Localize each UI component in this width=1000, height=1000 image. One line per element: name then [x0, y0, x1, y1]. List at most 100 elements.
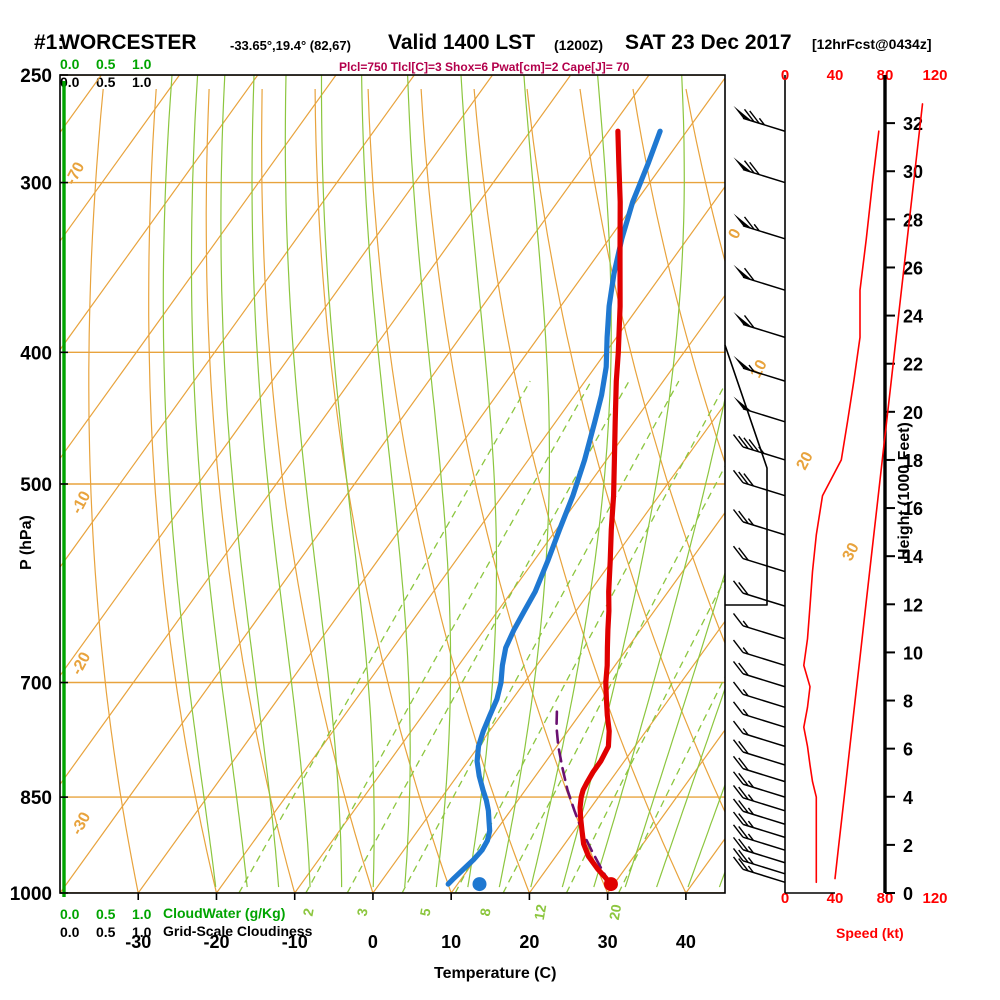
wind-barb-24 — [732, 824, 786, 851]
height-tick-label-12: 12 — [903, 595, 923, 615]
isotherm--50 — [60, 75, 572, 786]
isotherm-value-label--30: -30 — [69, 809, 95, 837]
wind-barb-full-10kt — [749, 161, 760, 176]
cloudiness-axis-label: Grid-Scale Cloudiness — [163, 923, 313, 939]
wind-barb-half-5kt — [747, 807, 754, 815]
wind-barb-5 — [733, 355, 786, 382]
wind-barb-half-5kt — [742, 620, 749, 628]
wind-barb-shaft — [742, 797, 786, 812]
speed-tick-label-80-bottom: 80 — [877, 890, 894, 907]
wind-barb-shaft — [742, 823, 786, 839]
wind-barb-shaft — [742, 849, 786, 864]
wind-barb-half-5kt — [747, 780, 754, 788]
wind-barb-shaft — [742, 836, 786, 851]
wind-barb-14 — [732, 660, 786, 688]
wind-barb-shaft — [742, 868, 786, 883]
height-tick-label-28: 28 — [903, 210, 923, 230]
wind-barb-full-10kt — [732, 785, 744, 799]
wind-barb-full-10kt — [732, 613, 744, 627]
valid-date: SAT 23 Dec 2017 — [625, 31, 792, 54]
wind-barb-full-10kt — [732, 681, 744, 695]
wind-barb-full-10kt — [749, 110, 760, 124]
wind-barb-full-10kt — [743, 160, 755, 174]
wind-barb-flag-50kt — [733, 312, 752, 328]
wind-barb-8 — [732, 469, 786, 497]
isotherm-50 — [764, 75, 1000, 893]
wind-barb-2 — [733, 213, 786, 240]
isotherm-value-label-0: 0 — [726, 226, 745, 242]
isotherm--10 — [294, 294, 725, 893]
mixing-ratio-label-3: 3 — [354, 907, 371, 918]
wind-barb-shaft — [742, 446, 786, 461]
wind-barb-shaft — [742, 673, 786, 688]
temperature-tick-label--30: -30 — [125, 932, 151, 952]
wind-barb-half-5kt — [758, 446, 765, 454]
valid-time-utc: (1200Z) — [554, 37, 604, 53]
dewpoint-profile-curve — [445, 128, 663, 887]
wind-barb-full-10kt — [738, 786, 749, 800]
wind-barb-full-10kt — [743, 315, 755, 329]
speed-tick-label-0-bottom: 0 — [781, 890, 789, 907]
isotherm--90 — [60, 75, 259, 351]
cloudwater-bottom-tick-0: 0.0 — [60, 906, 80, 922]
wind-barb-full-10kt — [732, 701, 744, 715]
moist-adiabat-4 — [360, 75, 411, 888]
height-tick-label-18: 18 — [903, 451, 923, 471]
height-tick-label-24: 24 — [903, 307, 923, 327]
moist-adiabat-0 — [320, 75, 375, 888]
speed-tick-label-40-bottom: 40 — [827, 890, 844, 907]
isotherm--20 — [216, 185, 725, 893]
height-tick-label-20: 20 — [903, 403, 923, 423]
cloudiness-tick-2: 1.0 — [132, 74, 152, 90]
wind-barb-full-10kt — [748, 438, 760, 453]
wind-barb-22 — [732, 798, 786, 825]
wind-speed-profile-curve — [803, 130, 880, 884]
station-id: #1: — [34, 31, 65, 54]
wind-barb-full-10kt — [738, 435, 749, 449]
wind-barb-full-10kt — [732, 509, 744, 523]
wind-barb-full-10kt — [743, 267, 755, 281]
isotherm-value-label-10: 10 — [748, 357, 771, 381]
wind-barb-full-10kt — [732, 824, 744, 838]
height-tick-label-26: 26 — [903, 258, 923, 278]
wind-barb-shaft — [742, 783, 786, 798]
wind-panel-outline — [724, 344, 768, 606]
wind-barb-9 — [732, 509, 786, 536]
valid-time-label: Valid 1400 LST — [388, 31, 536, 54]
wind-barb-full-10kt — [732, 811, 744, 825]
wind-barb-25 — [732, 836, 786, 864]
wind-barb-full-10kt — [738, 826, 749, 840]
wind-barb-full-10kt — [738, 858, 749, 872]
dry-adiabat-20 — [367, 88, 530, 893]
wind-barb-full-10kt — [732, 755, 744, 770]
moist-adiabat-24 — [561, 75, 685, 888]
pressure-tick-label-250: 250 — [20, 66, 52, 87]
wind-barb-flag-50kt — [733, 264, 752, 280]
wind-barb-full-10kt — [732, 739, 744, 753]
cloudwater-tick-1: 0.5 — [96, 56, 116, 72]
speed-tick-label-120-top: 120 — [922, 67, 947, 84]
moist-adiabat-36 — [656, 686, 725, 888]
pressure-tick-label-700: 700 — [20, 674, 52, 695]
wind-barb-half-5kt — [747, 833, 754, 841]
temperature-tick-label-30: 30 — [598, 932, 618, 952]
mixing-ratio-label-5: 5 — [417, 907, 434, 918]
temperature-profile-curve — [577, 128, 623, 887]
moist-adiabat-16 — [498, 75, 550, 888]
moist-adiabat--20 — [162, 75, 217, 888]
wind-barb-18 — [732, 739, 786, 766]
wind-barb-full-10kt — [738, 740, 749, 755]
wind-barb-shaft — [742, 592, 786, 607]
height-tick-label-6: 6 — [903, 740, 913, 760]
cloudwater-axis-label: CloudWater (g/Kg) — [163, 905, 286, 921]
wind-barb-21 — [732, 785, 786, 812]
wind-barb-0 — [733, 105, 786, 132]
height-tick-label-4: 4 — [903, 788, 913, 808]
wind-barb-half-5kt — [747, 794, 754, 802]
data-curves-group — [445, 128, 663, 892]
temperature-tick-label-0: 0 — [368, 932, 378, 952]
isotherm-value-label-30: 30 — [840, 540, 863, 564]
cloudiness-tick-1: 0.5 — [96, 74, 116, 90]
